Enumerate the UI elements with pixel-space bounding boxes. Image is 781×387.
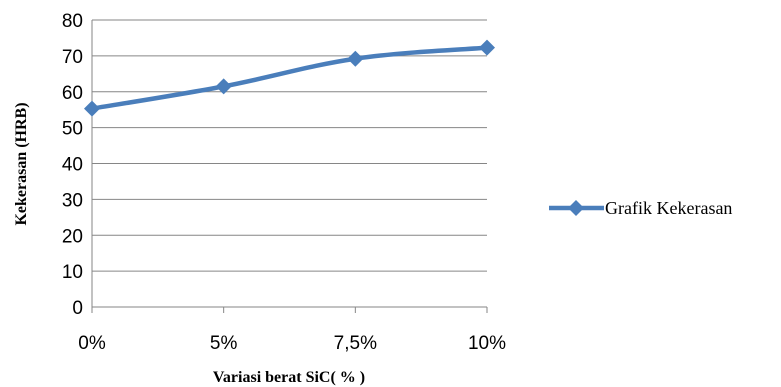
y-axis-ticks: 0 10 20 30 40 50 60 70 80 <box>62 11 83 319</box>
data-point-diamond <box>84 100 100 117</box>
y-tick-label: 0 <box>72 298 83 319</box>
legend: Grafik Kekerasan <box>549 198 732 218</box>
x-axis-title: Variasi berat SiC( % ) <box>213 369 365 386</box>
y-tick-label: 30 <box>62 190 83 211</box>
y-tick-label: 60 <box>62 83 83 104</box>
y-tick-label: 50 <box>62 119 83 140</box>
x-axis-ticks: 0% 5% 7,5% 10% <box>78 307 506 354</box>
y-tick-label: 80 <box>62 11 83 32</box>
data-point-diamond <box>479 39 495 56</box>
x-tick-label: 5% <box>210 333 238 354</box>
x-tick-label: 10% <box>468 333 506 354</box>
gridlines <box>91 19 487 308</box>
legend-marker <box>568 200 584 216</box>
y-tick-label: 40 <box>62 155 83 176</box>
legend-label: Grafik Kekerasan <box>605 198 732 218</box>
x-tick-label: 7,5% <box>334 333 377 354</box>
y-tick-label: 20 <box>62 226 83 247</box>
x-tick-label: 0% <box>78 333 106 354</box>
y-axis-title: Kekerasan (HRB) <box>13 102 30 225</box>
data-point-diamond <box>347 50 364 67</box>
y-tick-label: 10 <box>62 262 83 283</box>
series-line <box>91 45 488 111</box>
data-point-diamond <box>215 78 232 95</box>
series-layer <box>84 39 495 117</box>
y-tick-label: 70 <box>62 47 83 68</box>
